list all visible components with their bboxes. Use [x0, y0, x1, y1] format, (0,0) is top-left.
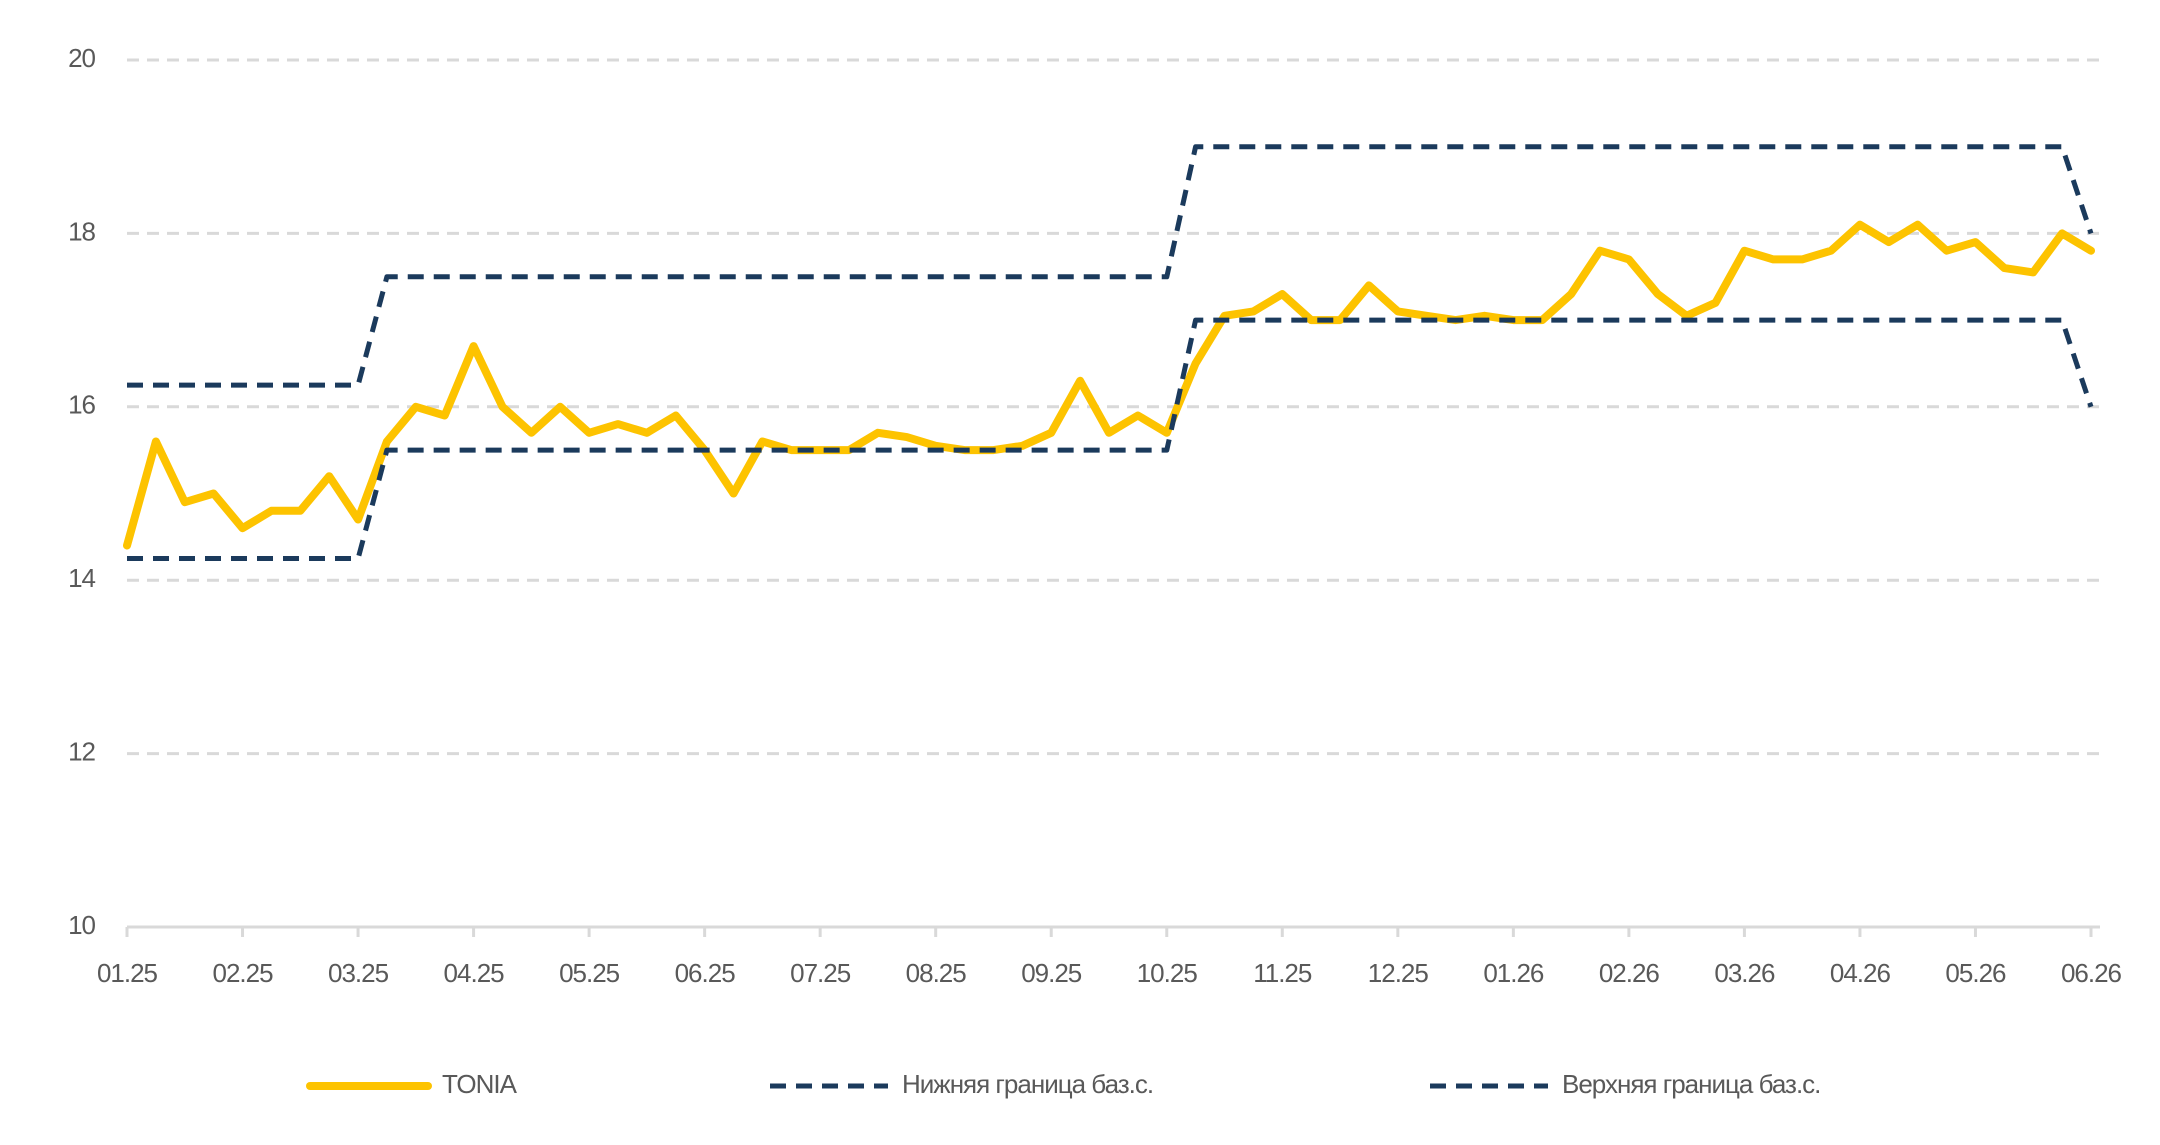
x-tick-label: 01.25: [97, 958, 158, 988]
x-tick-label: 09.25: [1021, 958, 1082, 988]
legend-label: Нижняя граница баз.с.: [902, 1069, 1153, 1099]
x-tick-label: 04.25: [444, 958, 505, 988]
x-tick-label: 08.25: [906, 958, 967, 988]
x-tick-label: 05.25: [559, 958, 620, 988]
y-tick-label: 10: [68, 910, 95, 940]
x-tick-label: 03.26: [1714, 958, 1775, 988]
series-line: [127, 144, 2094, 388]
x-tick-label: 12.25: [1368, 958, 1429, 988]
x-tick-label: 11.25: [1253, 958, 1312, 988]
x-tick-label: 06.25: [675, 958, 736, 988]
x-tick-label: 01.26: [1483, 958, 1544, 988]
y-tick-label: 18: [68, 216, 95, 246]
x-tick-label: 07.25: [790, 958, 851, 988]
x-tick-label: 03.25: [328, 958, 389, 988]
x-tick-label: 04.26: [1830, 958, 1891, 988]
legend-label: TONIA: [442, 1069, 518, 1099]
y-tick-label: 14: [68, 563, 95, 593]
x-tick-label: 02.26: [1599, 958, 1660, 988]
legend-label: Верхняя граница баз.с.: [1562, 1069, 1820, 1099]
y-tick-label: 20: [68, 43, 95, 73]
x-tick-label: 06.26: [2061, 958, 2122, 988]
x-tick-label: 05.26: [1945, 958, 2006, 988]
y-tick-label: 16: [68, 390, 95, 420]
series-line: [123, 220, 2095, 550]
series-line: [127, 317, 2094, 561]
y-tick-label: 12: [68, 736, 95, 766]
x-tick-label: 10.25: [1137, 958, 1198, 988]
x-tick-label: 02.25: [212, 958, 273, 988]
